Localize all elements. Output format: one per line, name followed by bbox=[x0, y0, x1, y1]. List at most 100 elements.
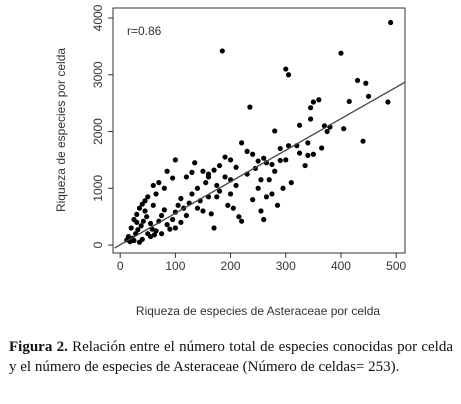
point bbox=[147, 233, 154, 240]
y-axis-label: Riqueza de especies por celda bbox=[54, 48, 68, 212]
caption: Figura 2. Relación entre el número total… bbox=[9, 337, 453, 377]
point bbox=[319, 145, 325, 151]
point bbox=[178, 195, 184, 202]
y-tick-label: 1000 bbox=[91, 175, 105, 202]
point bbox=[272, 128, 278, 134]
point bbox=[272, 168, 278, 174]
point bbox=[341, 126, 347, 132]
point bbox=[170, 216, 176, 223]
point bbox=[222, 174, 228, 180]
y-tick-label: 3000 bbox=[91, 61, 105, 88]
point bbox=[194, 205, 201, 211]
point bbox=[283, 66, 289, 72]
point bbox=[203, 180, 209, 186]
point bbox=[161, 207, 167, 213]
point bbox=[150, 202, 156, 208]
point bbox=[216, 162, 223, 169]
point bbox=[194, 185, 201, 191]
point bbox=[211, 167, 217, 173]
y-tick-label: 2000 bbox=[91, 118, 105, 145]
point bbox=[338, 50, 344, 56]
point bbox=[288, 180, 294, 186]
point bbox=[139, 201, 145, 207]
point bbox=[128, 225, 134, 231]
point bbox=[388, 19, 394, 26]
point bbox=[277, 157, 283, 164]
point bbox=[277, 145, 283, 152]
point bbox=[189, 169, 195, 175]
point bbox=[158, 212, 165, 219]
point bbox=[136, 239, 143, 245]
point bbox=[244, 148, 250, 154]
point bbox=[385, 99, 391, 105]
x-tick-label: 0 bbox=[117, 259, 124, 273]
point bbox=[150, 182, 156, 189]
point bbox=[214, 194, 220, 200]
point bbox=[324, 128, 330, 135]
point bbox=[145, 194, 151, 200]
point bbox=[142, 208, 148, 214]
point bbox=[274, 202, 281, 208]
caption-label: Figura 2. bbox=[9, 339, 68, 355]
point bbox=[305, 152, 311, 158]
x-axis-label: Riqueza de especies de Asteraceae por ce… bbox=[136, 304, 380, 318]
x-tick-label: 400 bbox=[331, 259, 351, 273]
point bbox=[170, 175, 176, 181]
point bbox=[296, 150, 303, 156]
point bbox=[354, 77, 361, 84]
point bbox=[316, 97, 322, 103]
point bbox=[266, 177, 272, 183]
point bbox=[360, 138, 366, 144]
point bbox=[178, 219, 184, 225]
point bbox=[211, 225, 217, 231]
point bbox=[153, 228, 159, 234]
y-tick-label: 0 bbox=[91, 241, 105, 248]
point bbox=[227, 191, 234, 197]
point bbox=[236, 214, 242, 220]
x-tick-label: 100 bbox=[165, 259, 185, 273]
point bbox=[156, 180, 162, 186]
trend-line bbox=[114, 81, 406, 249]
point bbox=[200, 208, 206, 214]
point bbox=[140, 218, 146, 224]
point bbox=[131, 237, 137, 244]
point bbox=[172, 157, 178, 163]
point bbox=[285, 143, 292, 149]
point bbox=[200, 168, 206, 174]
point bbox=[258, 177, 264, 183]
point bbox=[255, 185, 261, 191]
point bbox=[164, 222, 170, 228]
x-tick-label: 200 bbox=[221, 259, 241, 273]
point bbox=[183, 212, 190, 219]
point bbox=[269, 191, 275, 197]
point bbox=[214, 182, 220, 189]
x-tick-label: 300 bbox=[276, 259, 296, 273]
point bbox=[192, 160, 198, 166]
plot-frame bbox=[112, 7, 406, 254]
point bbox=[261, 216, 267, 223]
point bbox=[280, 185, 286, 191]
point bbox=[219, 48, 225, 54]
point bbox=[239, 140, 245, 146]
point bbox=[227, 157, 234, 163]
point bbox=[346, 98, 352, 105]
point bbox=[135, 227, 141, 233]
point bbox=[261, 155, 267, 161]
y-tick-label: 4000 bbox=[91, 4, 105, 31]
point bbox=[263, 194, 270, 200]
point bbox=[250, 197, 256, 203]
point bbox=[208, 211, 214, 217]
point bbox=[308, 116, 314, 122]
point bbox=[365, 93, 372, 99]
annotation: r=0.86 bbox=[127, 24, 162, 38]
point bbox=[296, 122, 303, 128]
point bbox=[247, 104, 253, 110]
x-tick-label: 500 bbox=[386, 259, 406, 273]
point bbox=[216, 188, 223, 194]
point bbox=[144, 214, 150, 220]
point bbox=[308, 105, 314, 111]
point bbox=[305, 140, 311, 146]
point bbox=[134, 211, 140, 217]
point bbox=[167, 226, 173, 232]
